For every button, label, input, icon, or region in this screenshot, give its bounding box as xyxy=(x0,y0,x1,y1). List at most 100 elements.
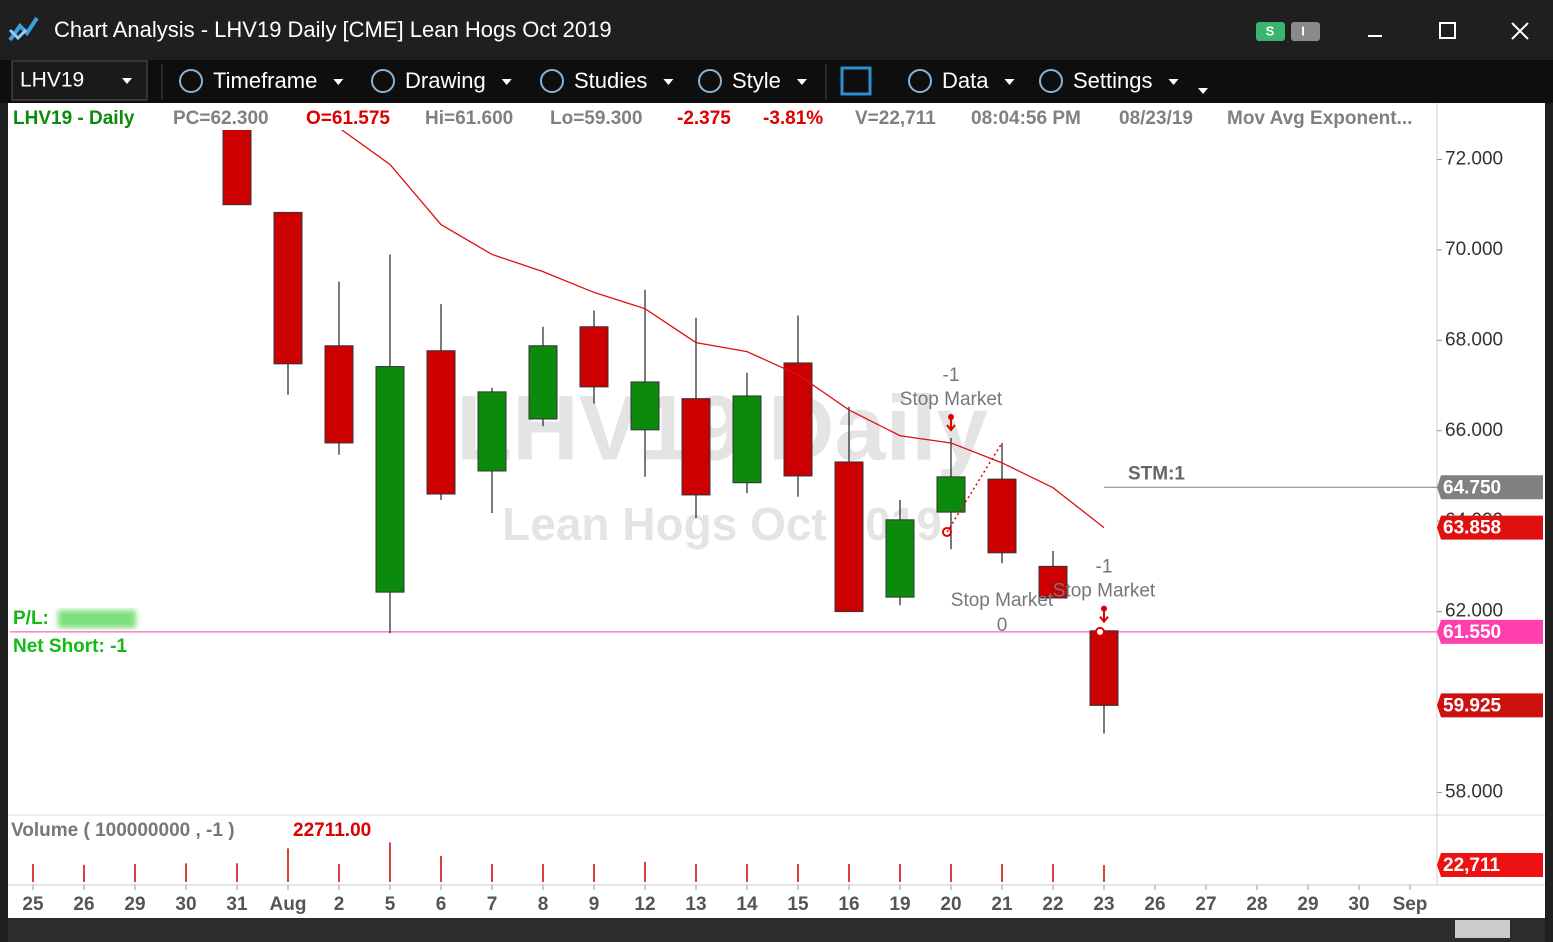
candle-body xyxy=(783,362,813,477)
x-tick-label: 22 xyxy=(1042,894,1063,915)
chart-area xyxy=(8,103,1545,885)
candle-body xyxy=(273,211,303,365)
info-symbol: LHV19 - Daily xyxy=(13,108,135,129)
menu-item[interactable]: Style xyxy=(732,68,781,93)
overlay: 58.00062.00064.00066.00068.00070.00072.0… xyxy=(11,108,1543,915)
x-tick-label: 26 xyxy=(1144,894,1165,915)
info-low: Lo=59.300 xyxy=(550,108,642,129)
candle-body xyxy=(987,478,1017,554)
x-tick-label: 5 xyxy=(385,894,396,915)
menu-caret xyxy=(663,79,674,85)
candle-body xyxy=(936,476,966,513)
menu-item[interactable]: Settings xyxy=(1073,68,1153,93)
info-volume: V=22,711 xyxy=(855,108,936,129)
info-change: -2.375 xyxy=(677,108,731,129)
order-label: Stop Market xyxy=(900,389,1003,410)
toolbar xyxy=(0,60,1553,103)
x-tick-label: 6 xyxy=(436,894,447,915)
candle-body xyxy=(324,345,354,444)
i-badge-label: I xyxy=(1301,23,1305,38)
y-tick-label: 70.000 xyxy=(1445,239,1503,260)
menu-item[interactable]: Timeframe xyxy=(213,68,317,93)
x-tick-label: 16 xyxy=(838,894,859,915)
price-badge xyxy=(1437,619,1543,644)
candle-body xyxy=(426,350,456,495)
price-badge-label: 59.925 xyxy=(1443,695,1502,716)
order-qty: -1 xyxy=(1096,557,1113,578)
candle-body xyxy=(630,381,660,431)
price-badge-label: 61.550 xyxy=(1443,622,1501,643)
x-tick-label: 14 xyxy=(736,894,758,915)
menu-icon xyxy=(1039,69,1063,93)
price-badge xyxy=(1437,475,1543,500)
stop-label: STM:1 xyxy=(1128,463,1185,484)
fill-marker xyxy=(1095,626,1105,637)
x-tick-label: 20 xyxy=(940,894,961,915)
x-tick-label: 13 xyxy=(685,894,706,915)
y-tick-label: 66.000 xyxy=(1445,420,1503,441)
y-tick-label: 72.000 xyxy=(1445,149,1503,170)
order-label: Stop Market xyxy=(1053,581,1156,602)
y-tick-label: 62.000 xyxy=(1445,601,1503,622)
maximize-button[interactable] xyxy=(1439,22,1456,39)
info-study: Mov Avg Exponent... xyxy=(1227,108,1412,129)
app-icon xyxy=(8,16,39,42)
x-tick-label: 21 xyxy=(991,894,1013,915)
i-badge[interactable] xyxy=(1291,22,1320,41)
menu-caret xyxy=(1004,79,1015,85)
price-badge xyxy=(1437,515,1543,540)
order-arrow xyxy=(946,417,956,432)
menu-item[interactable]: Studies xyxy=(574,68,647,93)
info-time: 08:04:56 PM xyxy=(971,108,1081,129)
layout-button[interactable] xyxy=(840,66,872,96)
pl-value-blurred xyxy=(58,610,136,628)
volume-badge xyxy=(1437,853,1543,878)
scroll-thumb[interactable] xyxy=(1455,920,1510,938)
y-tick-label: 58.000 xyxy=(1445,781,1503,802)
volume-last: 22711.00 xyxy=(293,820,371,841)
scrollbar[interactable] xyxy=(8,918,1545,942)
x-tick-label: 12 xyxy=(634,894,655,915)
menu-icon xyxy=(540,69,564,93)
menu-item[interactable]: Data xyxy=(942,68,989,93)
order-arrow-head xyxy=(1101,605,1107,612)
candle-body xyxy=(885,519,915,598)
order-qty: -1 xyxy=(943,365,960,386)
candle-body xyxy=(528,345,558,420)
x-tick-label: 8 xyxy=(538,894,549,915)
y-tick-label: 68.000 xyxy=(1445,329,1503,350)
menu-caret xyxy=(1168,79,1179,85)
x-tick-label: 28 xyxy=(1246,894,1267,915)
date-axis xyxy=(8,885,1545,918)
candle-body xyxy=(375,366,405,593)
x-tick-label: 19 xyxy=(889,894,910,915)
info-date: 08/23/19 xyxy=(1119,108,1193,129)
watermark: Lean Hogs Oct 2019 xyxy=(502,498,942,550)
info-change-pct: -3.81% xyxy=(763,108,823,129)
order-qty: 0 xyxy=(997,615,1008,636)
candle-body xyxy=(732,395,762,484)
s-badge-label: S xyxy=(1266,23,1275,38)
menu-bar: Timeframe Drawing Studies Style Data Settings xyxy=(161,64,1208,100)
candle-body xyxy=(1038,565,1068,599)
x-tick-label: 29 xyxy=(1297,894,1318,915)
info-high: Hi=61.600 xyxy=(425,108,513,129)
x-tick-label: 31 xyxy=(226,894,248,915)
price-badge xyxy=(1437,693,1543,718)
x-tick-label: 9 xyxy=(589,894,600,915)
x-tick-label: 25 xyxy=(22,894,44,915)
price-badge-label: 63.858 xyxy=(1443,518,1501,539)
x-tick-label: 7 xyxy=(487,894,498,915)
volume-label: Volume ( 100000000 , -1 ) xyxy=(11,820,235,841)
x-tick-label: 26 xyxy=(73,894,94,915)
close-button[interactable] xyxy=(1511,22,1529,40)
overflow-caret xyxy=(1198,88,1208,94)
menu-item[interactable]: Drawing xyxy=(405,68,486,93)
s-badge[interactable] xyxy=(1256,22,1285,41)
menu-icon xyxy=(698,69,722,93)
x-tick-label: Sep xyxy=(1393,894,1428,915)
net-position: Net Short: -1 xyxy=(13,636,127,657)
